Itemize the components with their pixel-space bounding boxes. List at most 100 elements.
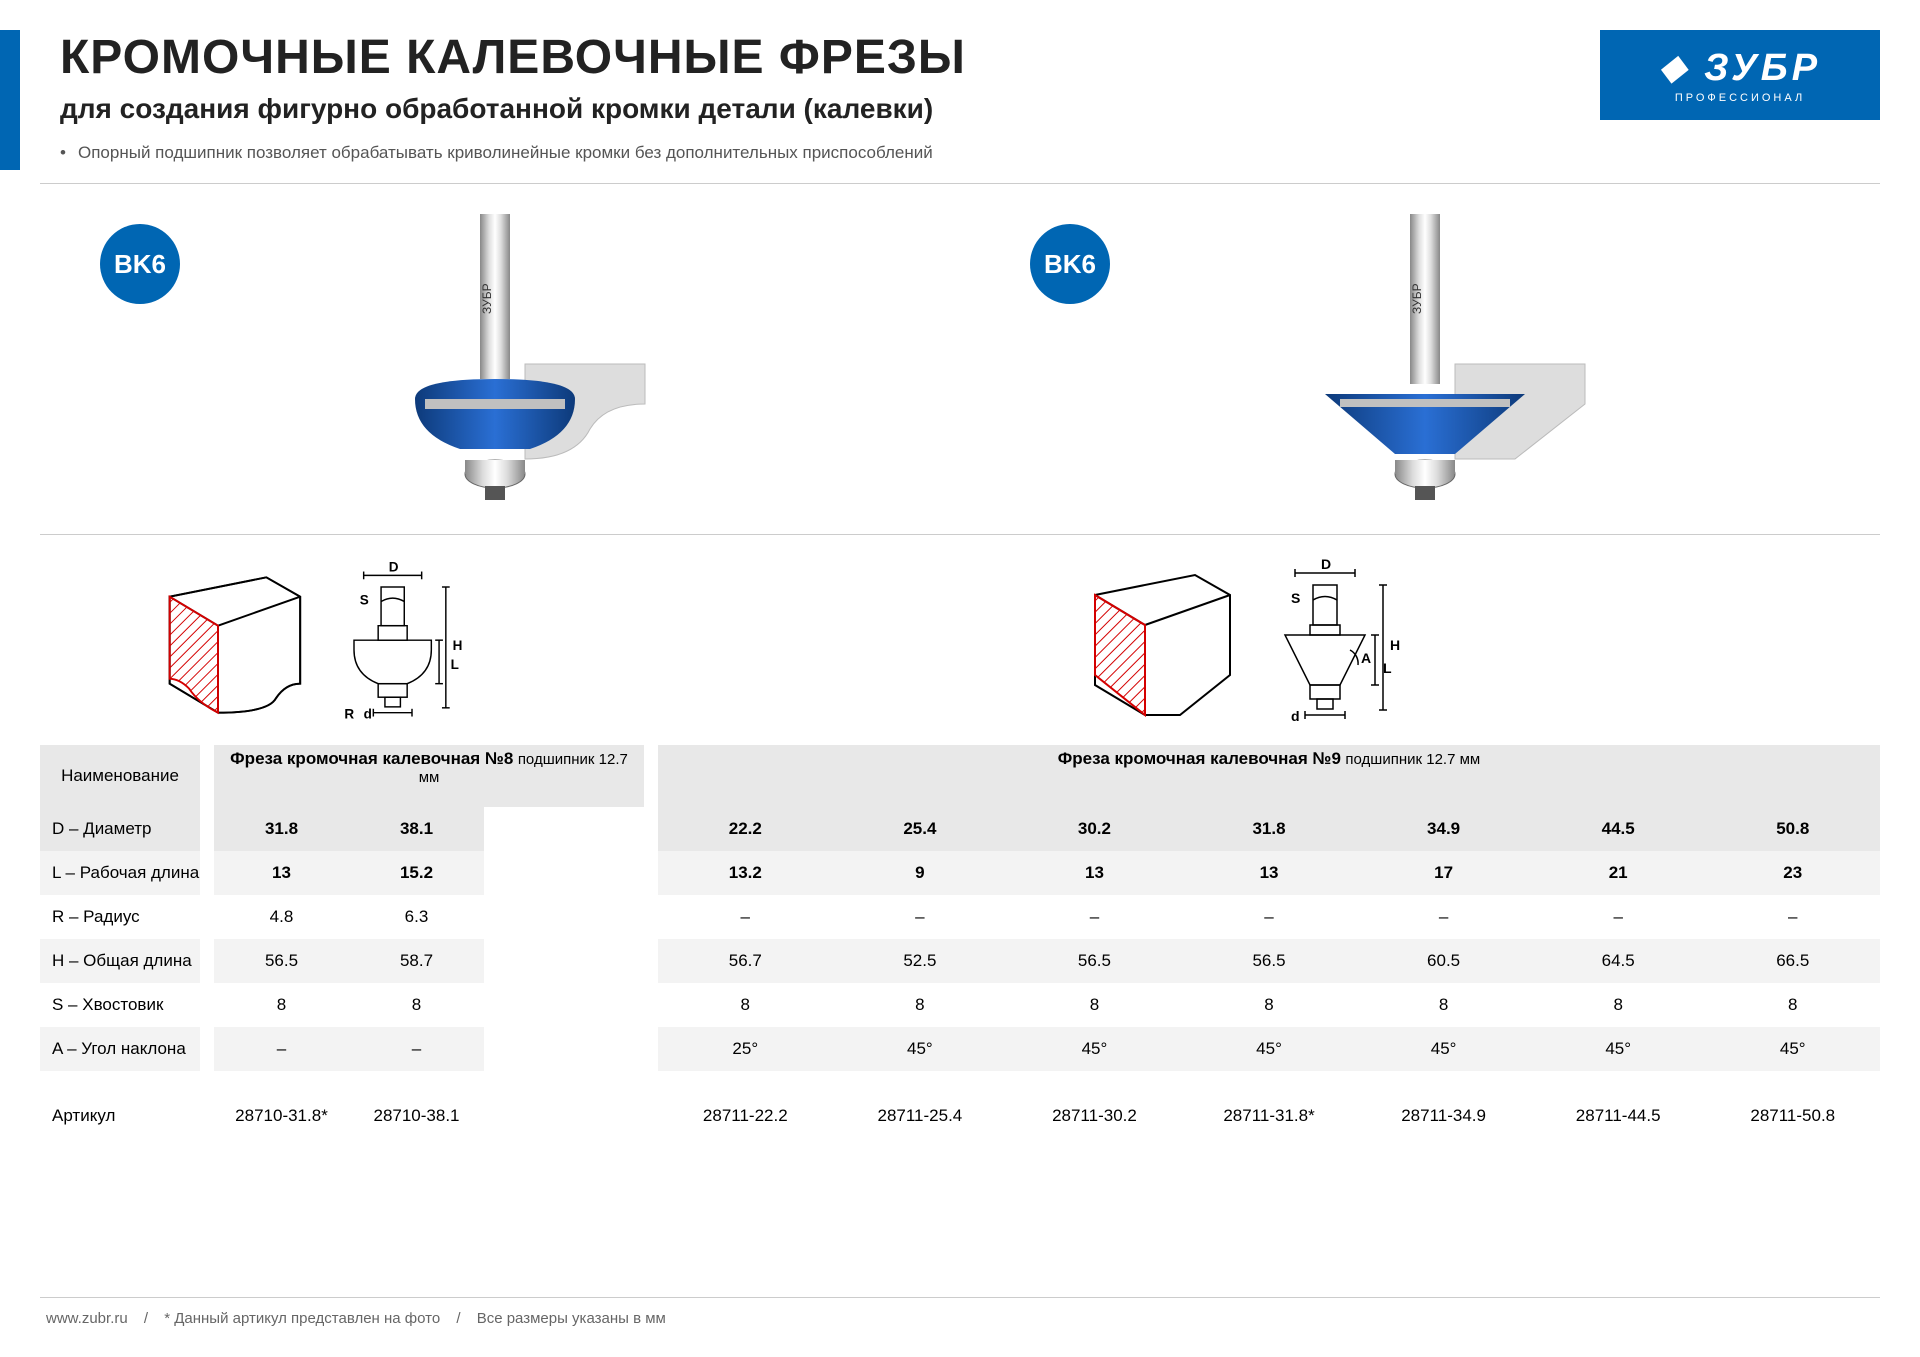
spec-cell: 22.2 — [658, 807, 833, 851]
spec-cell: 38.1 — [349, 807, 484, 851]
spec-column: 25.49–52.5845°28711-25.4 — [833, 807, 1008, 1161]
spec-cell: 15.2 — [349, 851, 484, 895]
spec-cell: 64.5 — [1531, 939, 1706, 983]
spec-cell: – — [1007, 895, 1182, 939]
spec-cell: 45° — [1705, 1027, 1880, 1071]
router-bit-chamfer-icon: ЗУБР — [1255, 204, 1595, 524]
logo-text: ⬥ ЗУБР — [1659, 47, 1821, 90]
table-2: Фреза кромочная калевочная №9 подшипник … — [658, 745, 1880, 1161]
spec-cell: 28711-25.4 — [833, 1071, 1008, 1161]
spec-cell: 8 — [1531, 983, 1706, 1027]
spec-cell: 45° — [833, 1027, 1008, 1071]
spec-column: 38.115.26.358.78–28710-38.1 — [349, 807, 484, 1161]
spec-cell: 28710-38.1 — [349, 1071, 484, 1161]
spec-cell: 34.9 — [1356, 807, 1531, 851]
svg-text:S: S — [360, 592, 369, 607]
spec-cell: 31.8 — [214, 807, 349, 851]
spec-cell: 56.5 — [214, 939, 349, 983]
page-subtitle: для создания фигурно обработанной кромки… — [60, 93, 1860, 125]
label-a: A – Угол наклона — [40, 1027, 200, 1071]
svg-text:A: A — [1361, 650, 1371, 666]
spec-cell: 50.8 — [1705, 807, 1880, 851]
spec-cell: – — [1531, 895, 1706, 939]
profile-roundover-icon — [160, 565, 305, 725]
spec-column: 31.813–56.5845°28711-31.8* — [1182, 807, 1357, 1161]
spec-cell: 8 — [833, 983, 1008, 1027]
spec-column: 44.521–64.5845°28711-44.5 — [1531, 807, 1706, 1161]
spec-cell: 44.5 — [1531, 807, 1706, 851]
spec-column: 30.213–56.5845°28711-30.2 — [1007, 807, 1182, 1161]
diagram-right: D S H L A d — [470, 555, 1880, 735]
spec-cell: 25° — [658, 1027, 833, 1071]
spec-cell: 8 — [1705, 983, 1880, 1027]
svg-text:ЗУБР: ЗУБР — [1410, 283, 1424, 314]
svg-text:D: D — [1321, 556, 1331, 572]
label-name: Наименование — [40, 745, 200, 807]
product-left: BK6 ЗУБР — [60, 204, 930, 524]
svg-text:d: d — [364, 706, 372, 721]
spec-cell: – — [833, 895, 1008, 939]
spec-column: 34.917–60.5845°28711-34.9 — [1356, 807, 1531, 1161]
profile-chamfer-icon — [1085, 565, 1235, 725]
spec-cell: 66.5 — [1705, 939, 1880, 983]
row-labels: Наименование D – Диаметр L – Рабочая дли… — [40, 745, 200, 1161]
page-footer: www.zubr.ru / * Данный артикул представл… — [40, 1297, 1880, 1327]
label-s: S – Хвостовик — [40, 983, 200, 1027]
label-l: L – Рабочая длина — [40, 851, 200, 895]
spec-tables: Наименование D – Диаметр L – Рабочая дли… — [0, 745, 1920, 1161]
page-header: КРОМОЧНЫЕ КАЛЕВОЧНЫЕ ФРЕЗЫ для создания … — [0, 0, 1920, 163]
footer-note2: Все размеры указаны в мм — [477, 1310, 666, 1327]
spec-cell: 45° — [1182, 1027, 1357, 1071]
spec-cell: 13 — [1007, 851, 1182, 895]
spec-cell: 8 — [214, 983, 349, 1027]
svg-text:L: L — [451, 657, 459, 672]
table-1: Фреза кромочная калевочная №8 подшипник … — [214, 745, 644, 1161]
spec-cell: 28711-34.9 — [1356, 1071, 1531, 1161]
svg-text:H: H — [1390, 637, 1400, 653]
spec-cell: 8 — [658, 983, 833, 1027]
spec-cell: 28711-50.8 — [1705, 1071, 1880, 1161]
label-d: D – Диаметр — [40, 807, 200, 851]
spec-cell: 28711-44.5 — [1531, 1071, 1706, 1161]
spec-cell: 28711-22.2 — [658, 1071, 833, 1161]
label-r: R – Радиус — [40, 895, 200, 939]
logo-subtext: ПРОФЕССИОНАЛ — [1675, 92, 1805, 104]
spec-cell: 8 — [1182, 983, 1357, 1027]
spec-column: 31.8134.856.58–28710-31.8* — [214, 807, 349, 1161]
spec-cell: 45° — [1531, 1027, 1706, 1071]
router-bit-roundover-icon: ЗУБР — [325, 204, 665, 524]
footer-sep: / — [456, 1310, 460, 1327]
bk6-badge: BK6 — [1030, 224, 1110, 304]
schematic-chamfer-icon: D S H L A d — [1255, 555, 1405, 735]
spec-cell: 8 — [349, 983, 484, 1027]
spec-cell: 52.5 — [833, 939, 1008, 983]
label-art: Артикул — [40, 1071, 200, 1161]
spec-cell: 31.8 — [1182, 807, 1357, 851]
svg-text:D: D — [389, 560, 399, 575]
footer-sep: / — [144, 1310, 148, 1327]
spec-cell: 56.5 — [1182, 939, 1357, 983]
brand-logo: ⬥ ЗУБР ПРОФЕССИОНАЛ — [1600, 30, 1880, 120]
spec-cell: 28711-31.8* — [1182, 1071, 1357, 1161]
spec-cell: 8 — [1007, 983, 1182, 1027]
spec-cell: 17 — [1356, 851, 1531, 895]
spec-cell: 58.7 — [349, 939, 484, 983]
footer-note1: * Данный артикул представлен на фото — [164, 1310, 440, 1327]
spec-cell: 25.4 — [833, 807, 1008, 851]
spec-cell: 28711-30.2 — [1007, 1071, 1182, 1161]
spec-cell: 56.7 — [658, 939, 833, 983]
svg-text:d: d — [1291, 708, 1300, 724]
svg-text:H: H — [453, 638, 463, 653]
diagram-left: D S H L R d — [40, 555, 470, 735]
header-bullet: Опорный подшипник позволяет обрабатывать… — [60, 143, 1860, 163]
spec-cell: 13 — [1182, 851, 1357, 895]
bk6-badge: BK6 — [100, 224, 180, 304]
spec-cell: – — [1356, 895, 1531, 939]
spec-cell: 45° — [1356, 1027, 1531, 1071]
svg-text:R: R — [344, 706, 354, 721]
spec-cell: 45° — [1007, 1027, 1182, 1071]
spec-column: 22.213.2–56.7825°28711-22.2 — [658, 807, 833, 1161]
spec-cell: 60.5 — [1356, 939, 1531, 983]
schematic-roundover-icon: D S H L R d — [325, 555, 470, 735]
product-images-row: BK6 ЗУБР BK6 ЗУБР — [0, 184, 1920, 524]
